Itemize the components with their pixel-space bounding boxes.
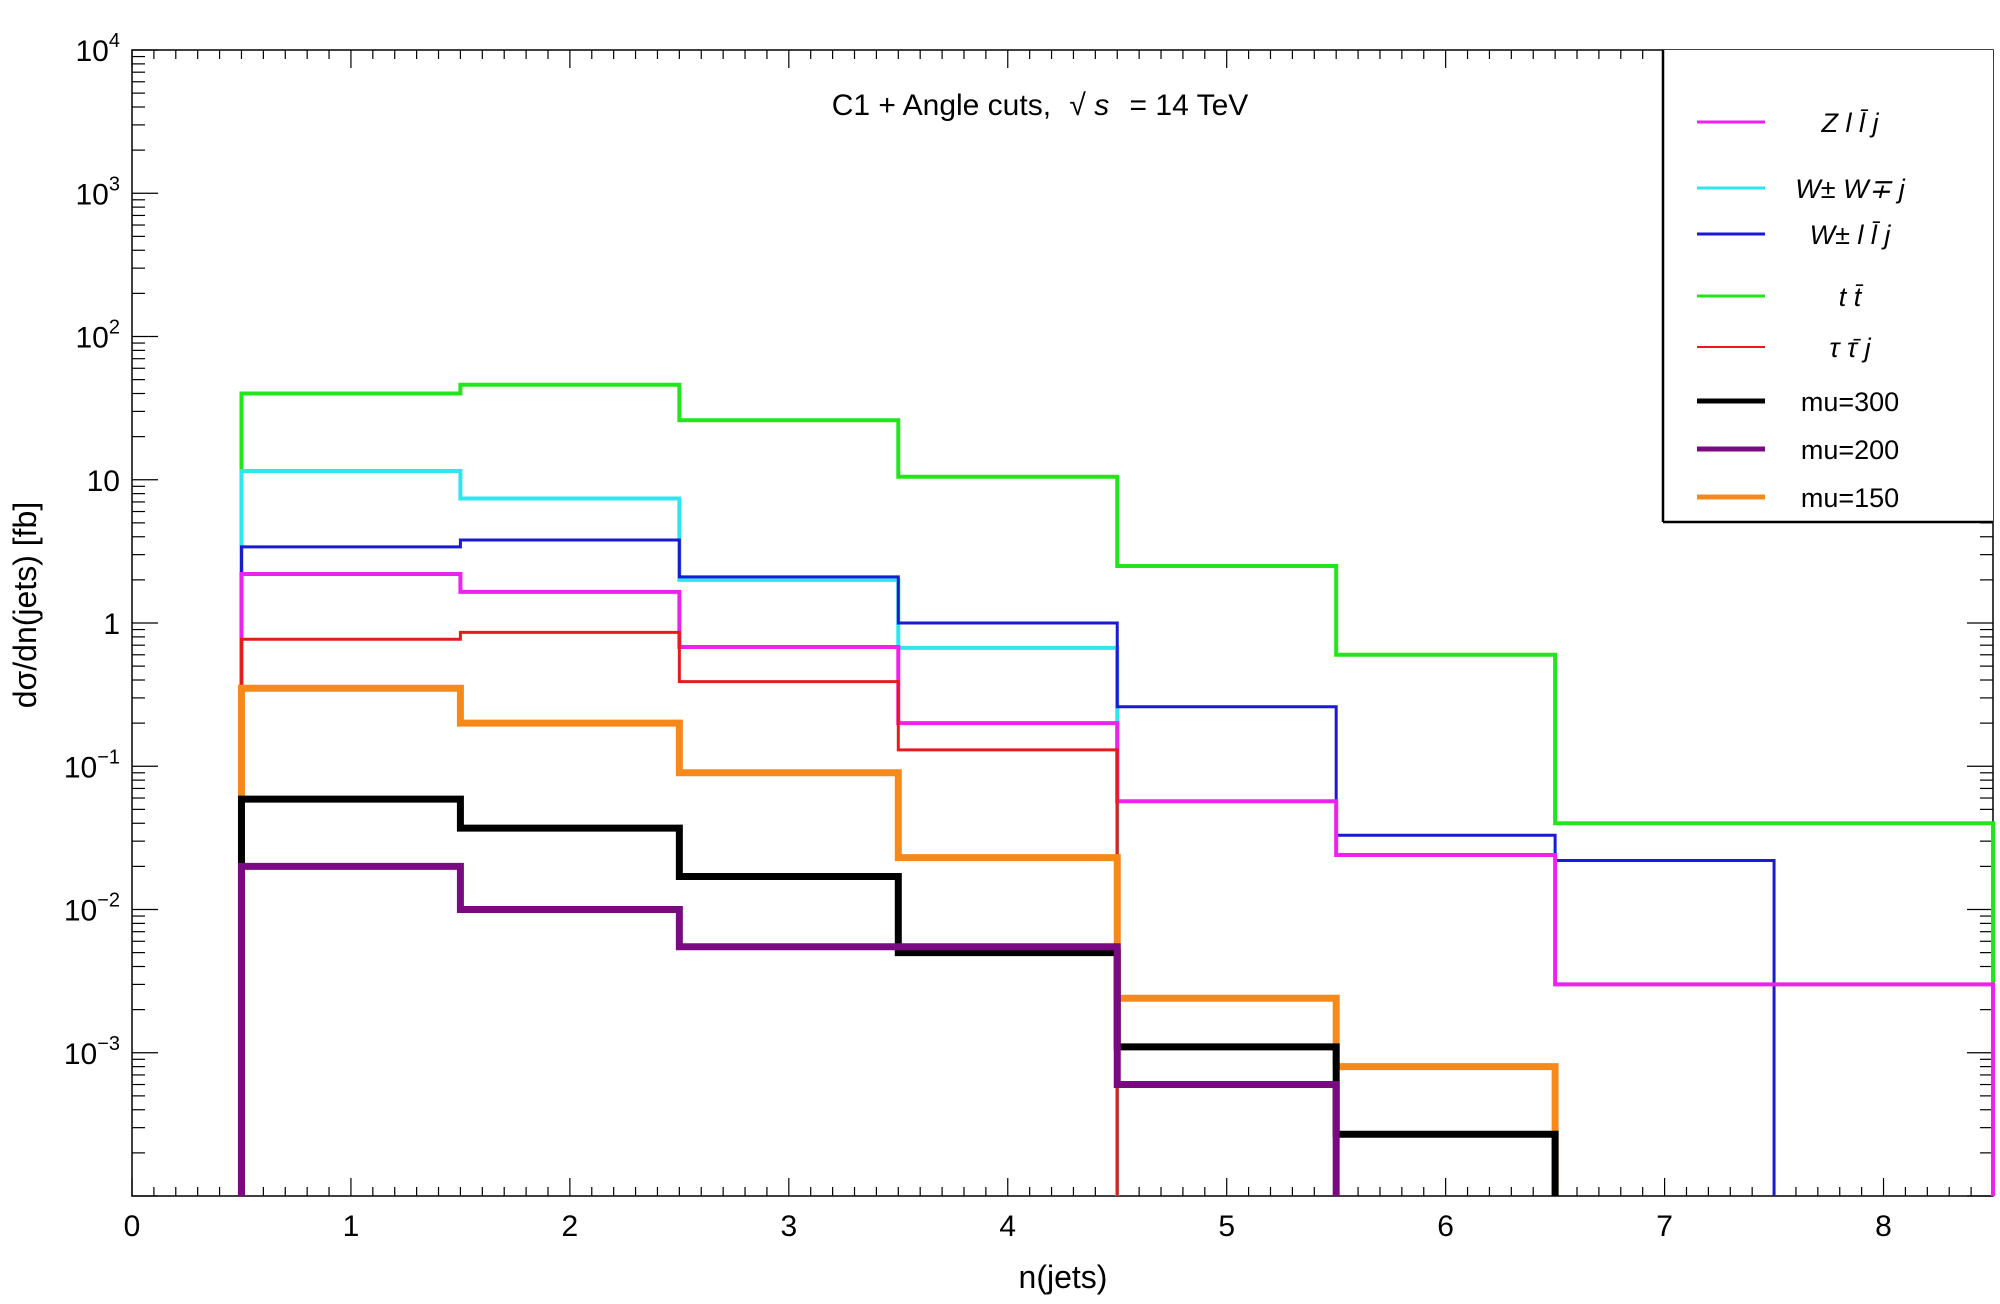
chart-title-prefix: C1 + Angle cuts, [832, 89, 1051, 122]
y-tick-exponent: −3 [97, 1033, 120, 1055]
chart-title-sqrt: √ [1069, 89, 1086, 122]
series-line [237, 862, 1340, 1196]
series-line [239, 571, 1995, 1196]
series-lines [237, 382, 1995, 1196]
y-tick-label: 103 [76, 173, 121, 211]
chart-title-s: s [1094, 89, 1109, 122]
y-tick-label: 104 [76, 30, 121, 68]
x-tick-label: 8 [1875, 1210, 1892, 1243]
y-tick-base: 10 [87, 465, 120, 498]
y-tick-label: 10 [87, 465, 120, 498]
legend-label: W± l l̄ j [1810, 220, 1892, 250]
series-line [239, 630, 1119, 1196]
y-tick-label: 10−2 [64, 890, 120, 928]
legend-label: W± W∓ j [1795, 174, 1905, 204]
legend-label: mu=150 [1801, 483, 1899, 513]
series-line [239, 382, 1995, 1196]
y-tick-base: 10 [64, 751, 97, 784]
y-tick-label: 10−1 [64, 746, 120, 784]
y-tick-base: 10 [64, 895, 97, 928]
y-tick-exponent: 4 [109, 30, 120, 52]
legend-label: t t̄ [1839, 282, 1864, 312]
y-tick-exponent: −2 [97, 890, 120, 912]
chart-title-suffix: = 14 TeV [1130, 89, 1249, 122]
x-tick-label: 0 [124, 1210, 141, 1243]
y-tick-exponent: −1 [97, 746, 120, 768]
y-tick-base: 10 [76, 322, 109, 355]
x-tick-label: 4 [999, 1210, 1016, 1243]
legend-label: mu=200 [1801, 435, 1899, 465]
y-tick-exponent: 2 [109, 317, 120, 339]
x-tick-label: 5 [1218, 1210, 1235, 1243]
x-tick-label: 7 [1656, 1210, 1673, 1243]
y-tick-base: 10 [76, 178, 109, 211]
x-tick-label: 1 [343, 1210, 360, 1243]
x-tick-label: 3 [780, 1210, 797, 1243]
y-tick-base: 10 [76, 35, 109, 68]
y-tick-base: 1 [103, 608, 120, 641]
y-axis-title: dσ/dn(jets) [fb] [7, 502, 43, 709]
y-tick-label: 10−3 [64, 1033, 120, 1071]
y-tick-base: 10 [64, 1038, 97, 1071]
x-tick-label: 2 [562, 1210, 579, 1243]
y-tick-exponent: 3 [109, 173, 120, 195]
legend-label: mu=300 [1801, 387, 1899, 417]
x-tick-label: 6 [1437, 1210, 1454, 1243]
legend-background [1663, 50, 1993, 522]
y-tick-label: 1 [103, 608, 120, 641]
legend-label: τ τ̄ j [1829, 333, 1871, 363]
y-tick-label: 102 [76, 317, 121, 355]
x-axis-title: n(jets) [1019, 1259, 1108, 1295]
chart-title: C1 + Angle cuts, √ s = 14 TeV [832, 89, 1249, 122]
legend-label: Z l l̄ j [1821, 108, 1880, 138]
legend: Z l l̄ j W± W∓ j W± l l̄ j t t̄ τ τ̄ j mu=300… [1661, 50, 1993, 524]
series-line [239, 538, 1776, 1196]
